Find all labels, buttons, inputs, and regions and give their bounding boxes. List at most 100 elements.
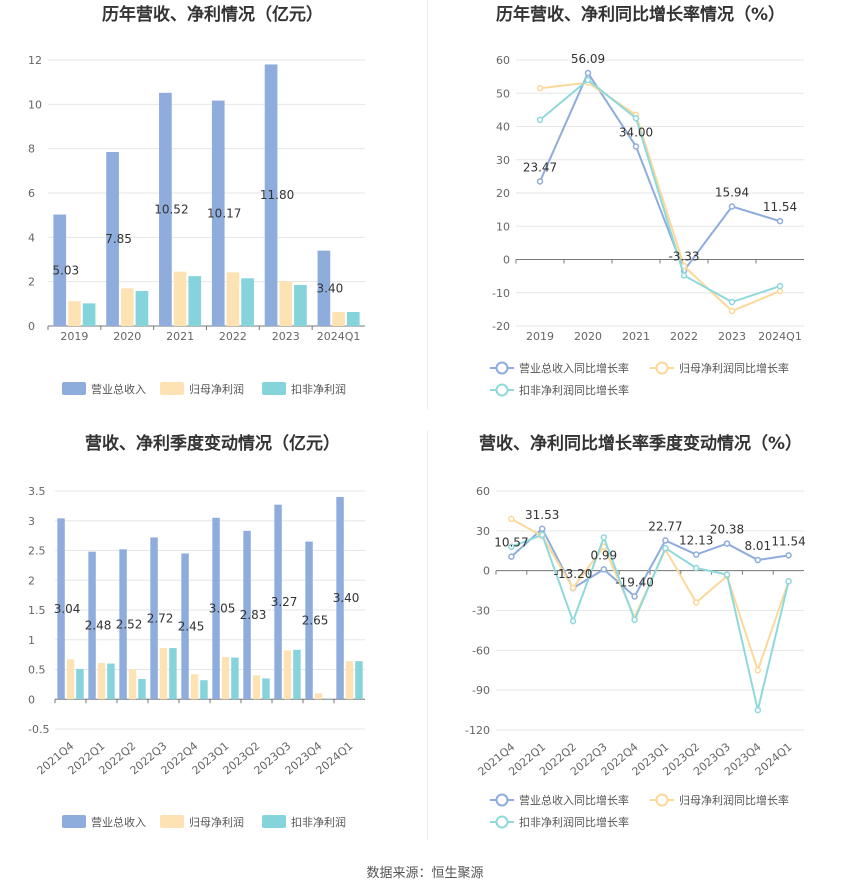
- y-tick-label: -30: [472, 605, 490, 618]
- data-label: 23.47: [523, 160, 557, 174]
- data-point: [600, 534, 608, 541]
- annual-revenue-profit-chart: 历年营收、净利情况（亿元） 0 2 4 6 8 10 12 2019 2020 2021 2022 20…: [28, 4, 365, 396]
- bar: [188, 276, 202, 326]
- y-tick-label: 12: [28, 54, 42, 67]
- y-tick-label: 0: [503, 254, 510, 267]
- y-tick-label: 20: [496, 187, 510, 200]
- bar: [97, 662, 106, 700]
- legend-swatch: [160, 815, 184, 828]
- data-point: [785, 578, 792, 585]
- series-line: [539, 70, 781, 273]
- x-tick-label: 2023: [718, 330, 746, 343]
- y-tick-label: 0: [28, 693, 35, 706]
- data-label: 8.01: [744, 539, 771, 553]
- chart-title: 营收、净利季度变动情况（亿元）: [85, 433, 340, 454]
- data-point: [662, 544, 669, 552]
- y-tick-label: 4: [28, 231, 35, 244]
- y-tick-label: 40: [496, 121, 510, 134]
- y-tick-label: 2: [28, 574, 35, 587]
- data-point: [754, 706, 762, 714]
- bar: [53, 214, 67, 326]
- bar: [345, 661, 354, 700]
- series-line: [539, 78, 781, 304]
- legend-marker: [495, 361, 509, 375]
- bar: [314, 693, 323, 700]
- legend-swatch: [160, 382, 184, 395]
- legend-marker: [495, 815, 509, 829]
- data-point: [776, 217, 784, 225]
- data-label: 3.27: [271, 595, 298, 609]
- legend-swatch: [262, 815, 286, 828]
- bar: [76, 668, 84, 700]
- x-tick-label: 2023: [272, 330, 300, 343]
- data-label: 7.85: [105, 232, 132, 246]
- bar: [190, 674, 199, 700]
- bar: [305, 541, 313, 700]
- data-label: -3.33: [668, 250, 699, 264]
- bar: [106, 151, 119, 326]
- x-tick-label: 2020: [574, 330, 602, 343]
- bar: [294, 284, 307, 326]
- bar: [262, 678, 270, 700]
- bar: [119, 549, 127, 700]
- data-point: [584, 76, 592, 84]
- bar: [226, 272, 240, 326]
- data-label: 3.40: [333, 591, 360, 605]
- bar: [283, 650, 292, 700]
- data-point: [692, 564, 700, 572]
- bar: [317, 250, 331, 326]
- chart-title: 历年营收、净利情况（亿元）: [102, 4, 323, 25]
- y-tick-label: 0.5: [28, 664, 46, 677]
- series-line: [539, 81, 781, 313]
- y-tick-label: 1: [28, 634, 35, 647]
- divider: [427, 0, 428, 410]
- data-point: [754, 667, 762, 674]
- bar: [200, 680, 208, 700]
- legend-swatch: [62, 815, 86, 828]
- bar: [324, 699, 332, 700]
- bar: [181, 553, 189, 700]
- y-tick-label: 2: [28, 276, 35, 289]
- data-point: [569, 617, 577, 625]
- y-tick-label: 2.5: [28, 545, 46, 558]
- data-point: [632, 143, 640, 150]
- legend-label: 归母净利润: [189, 382, 244, 396]
- data-point: [569, 584, 577, 592]
- bar: [82, 303, 96, 326]
- legend-swatch: [262, 382, 286, 395]
- legend-label: 扣非净利润同比增长率: [519, 383, 629, 397]
- data-label: 31.53: [525, 508, 559, 522]
- legend-label: 扣非净利润同比增长率: [519, 815, 629, 829]
- x-tick-label: 2020: [113, 330, 141, 343]
- legend-label: 归母净利润同比增长率: [679, 793, 789, 807]
- data-point: [538, 525, 546, 533]
- y-tick-label: -10: [492, 287, 510, 300]
- x-tick-label: 2019: [60, 330, 88, 343]
- data-label: 10.17: [207, 206, 241, 220]
- data-point: [631, 616, 638, 624]
- y-tick-label: 60: [476, 485, 490, 498]
- y-tick-label: -0.5: [28, 723, 49, 736]
- bar: [68, 301, 81, 326]
- bar: [66, 659, 75, 700]
- data-label: 11.54: [771, 534, 805, 548]
- data-label: 3.40: [317, 281, 344, 295]
- x-tick-label: 2022: [219, 330, 247, 343]
- bar: [332, 312, 345, 326]
- data-point: [680, 272, 688, 279]
- data-point: [536, 178, 544, 185]
- data-label: 20.38: [710, 523, 744, 537]
- y-tick-label: 6: [28, 187, 35, 200]
- data-point: [723, 571, 731, 578]
- bar: [88, 551, 96, 700]
- legend-label: 归母净利润同比增长率: [679, 361, 789, 375]
- x-tick-label: 2024Q1: [758, 330, 802, 343]
- data-point: [662, 537, 669, 544]
- bar: [252, 675, 261, 700]
- bar: [221, 657, 230, 700]
- data-point: [584, 69, 592, 77]
- bar: [355, 661, 363, 700]
- data-point: [631, 593, 638, 600]
- y-tick-label: 50: [496, 87, 510, 100]
- bar: [57, 518, 65, 700]
